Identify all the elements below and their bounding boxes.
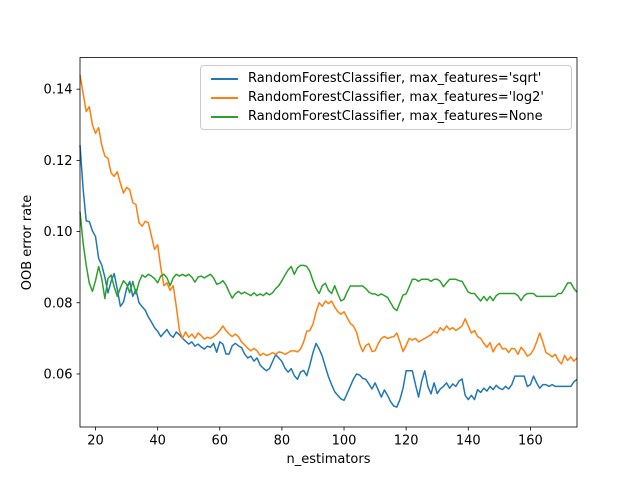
x-tick-label: 100 <box>332 434 357 449</box>
legend-line-sample-log2 <box>211 96 238 99</box>
y-tick-label: 0.06 <box>44 367 73 382</box>
plot-border <box>79 57 578 428</box>
legend-label: RandomForestClassifier, max_features='sq… <box>248 71 542 86</box>
y-tick-label: 0.14 <box>44 83 73 98</box>
x-tick-label: 80 <box>274 434 291 449</box>
legend-label: RandomForestClassifier, max_features=Non… <box>248 109 543 124</box>
x-axis-title: n_estimators <box>286 452 370 467</box>
legend-line-sample-sqrt <box>211 77 238 80</box>
series-line-1 <box>79 74 578 365</box>
x-tick-label: 120 <box>394 434 419 449</box>
x-tick-label: 60 <box>212 434 229 449</box>
y-tick-label: 0.12 <box>44 154 73 169</box>
legend-item: RandomForestClassifier, max_features='lo… <box>211 91 564 104</box>
x-tick-label: 40 <box>149 434 166 449</box>
series-line-2 <box>79 211 578 312</box>
y-tick-label: 0.10 <box>44 225 73 240</box>
legend-label: RandomForestClassifier, max_features='lo… <box>248 90 544 105</box>
legend-line-sample-none <box>211 115 238 118</box>
y-axis-title: OOB error rate <box>20 195 35 291</box>
x-tick-label: 140 <box>456 434 481 449</box>
y-tick-label: 0.08 <box>44 296 73 311</box>
x-tick-label: 160 <box>518 434 543 449</box>
legend-item: RandomForestClassifier, max_features=Non… <box>211 110 564 123</box>
legend-item: RandomForestClassifier, max_features='sq… <box>211 72 564 85</box>
legend: RandomForestClassifier, max_features='sq… <box>200 65 572 130</box>
axes: 20 40 60 80 100 120 140 160 0.06 0.08 0.10 0.12 0.14 <box>44 57 578 449</box>
x-tick-label: 20 <box>87 434 104 449</box>
series-line-0 <box>79 145 578 408</box>
